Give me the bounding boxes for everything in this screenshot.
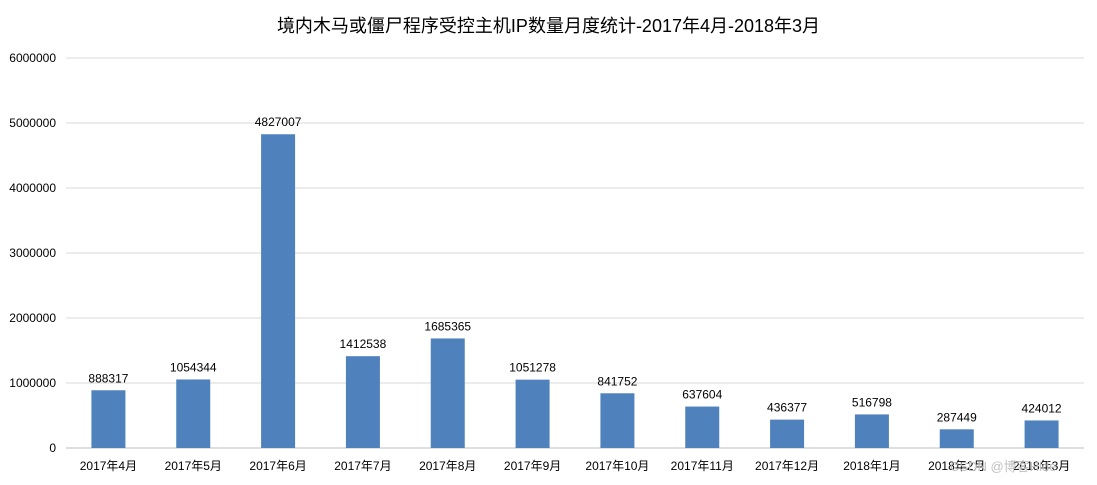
x-tick-label: 2017年5月: [165, 459, 222, 473]
y-tick-label: 0: [49, 441, 56, 455]
x-tick-label: 2017年10月: [585, 459, 649, 473]
y-tick-label: 4000000: [9, 181, 56, 195]
y-tick-label: 2000000: [9, 311, 56, 325]
y-axis-ticks: 0 1000000 2000000 3000000 4000000 5000000 6000…: [9, 51, 56, 455]
y-tick-label: 1000000: [9, 376, 56, 390]
bar: [685, 406, 720, 448]
data-labels: 888317 1054344 4827007 1412538 1685365 105127…: [88, 115, 1062, 424]
data-label: 888317: [88, 371, 128, 385]
y-tick-label: 3000000: [9, 246, 56, 260]
x-tick-label: 2017年9月: [504, 459, 561, 473]
data-label: 516798: [852, 395, 892, 409]
data-label: 841752: [597, 374, 637, 388]
bar: [600, 393, 635, 448]
x-tick-label: 2017年8月: [419, 459, 476, 473]
x-tick-label: 2018年2月: [928, 459, 985, 473]
x-tick-label: 2017年12月: [755, 459, 819, 473]
x-tick-label: 2017年4月: [80, 459, 137, 473]
bar: [770, 419, 805, 448]
y-tick-label: 5000000: [9, 116, 56, 130]
data-label: 1054344: [170, 360, 217, 374]
x-tick-label: 2017年11月: [671, 459, 734, 473]
bar: [515, 379, 550, 448]
bar: [854, 414, 889, 448]
bar: [261, 134, 296, 448]
x-tick-label: 2017年7月: [334, 459, 391, 473]
bar: [430, 338, 465, 448]
data-label: 436377: [767, 401, 807, 415]
y-tick-label: 6000000: [9, 51, 56, 65]
data-label: 1412538: [340, 337, 387, 351]
data-label: 637604: [682, 388, 722, 402]
bar: [91, 390, 126, 448]
data-label: 1051278: [509, 361, 556, 375]
data-label: 4827007: [255, 115, 302, 129]
watermark: CSDN @博客Hide: [950, 459, 1057, 474]
bar: [345, 356, 380, 448]
x-tick-label: 2018年3月: [1013, 459, 1070, 473]
bar: [176, 379, 211, 448]
data-label: 424012: [1022, 401, 1062, 415]
x-tick-label: 2017年6月: [249, 459, 306, 473]
x-axis-ticks: 2017年4月 2017年5月 2017年6月 2017年7月 2017年8月 2017年…: [80, 459, 1071, 473]
bar: [1024, 420, 1059, 448]
gridlines: [66, 57, 1084, 449]
x-tick-label: 2018年1月: [843, 459, 900, 473]
data-label: 287449: [937, 410, 977, 424]
data-label: 1685365: [424, 319, 471, 333]
bar: [939, 429, 974, 448]
bars: [91, 134, 1059, 448]
chart-title: 境内木马或僵尸程序受控主机IP数量月度统计-2017年4月-2018年3月: [276, 16, 821, 36]
